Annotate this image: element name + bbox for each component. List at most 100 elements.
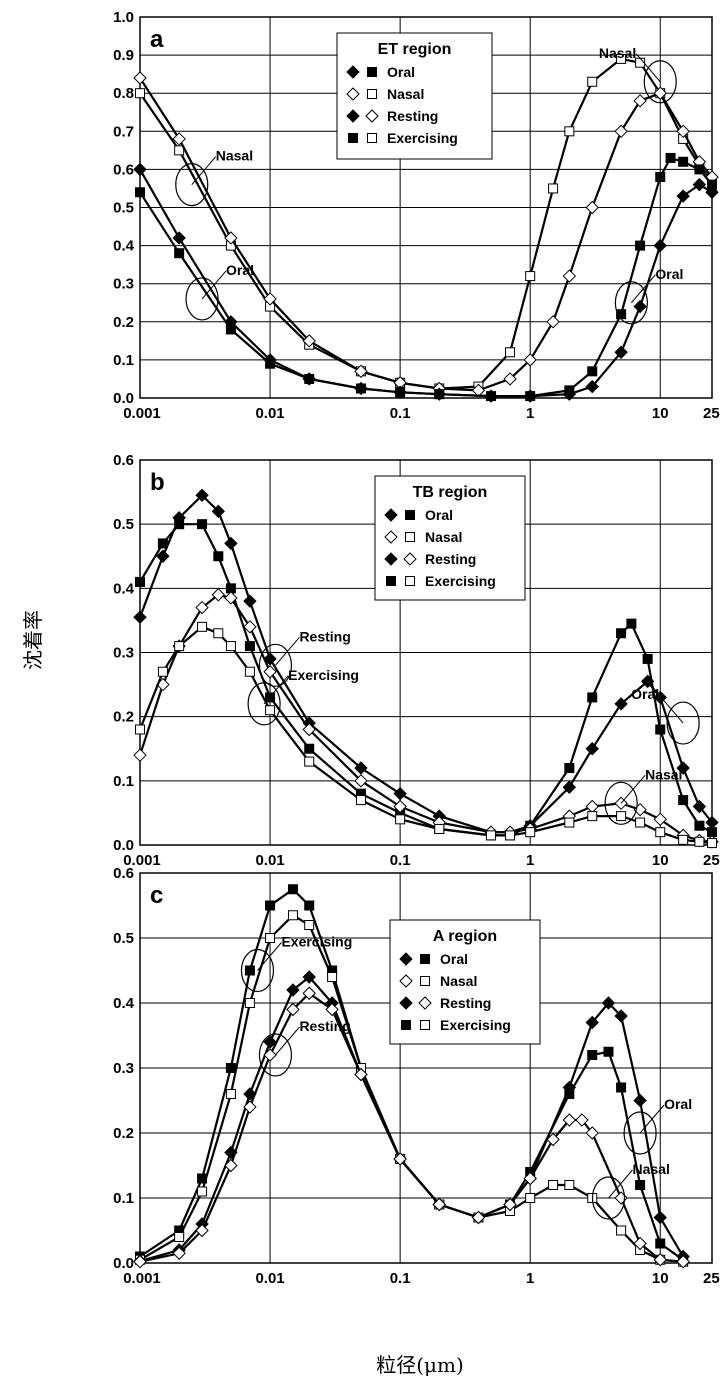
data-point: [225, 1089, 236, 1099]
annotation-leader: [191, 156, 217, 185]
legend-marker: [420, 954, 430, 964]
panel-c: 0.0 0.1 0.2 0.3 0.4 0.5 0.6 0.001 0.01 0.1 1 10 25 c E…: [113, 865, 720, 1287]
data-point: [548, 183, 559, 194]
data-point: [633, 299, 647, 314]
data-point: [287, 884, 298, 895]
data-point: [616, 1225, 627, 1236]
data-point: [195, 600, 209, 615]
data-point: [633, 94, 647, 108]
data-point: [135, 187, 145, 198]
annotation-ellipse: [643, 60, 677, 104]
data-point: [587, 811, 598, 822]
x-tick-label: 0.001: [123, 852, 161, 869]
data-point: [546, 1132, 560, 1147]
annotation-ellipse: [247, 682, 281, 726]
data-point: [224, 536, 238, 551]
data-point: [678, 156, 689, 167]
y-tick-label: 0.5: [113, 200, 134, 217]
x-tick-label: 25: [703, 1270, 720, 1287]
data-point: [304, 743, 315, 754]
data-point: [157, 666, 168, 677]
data-point: [614, 124, 628, 139]
data-point: [503, 1197, 517, 1212]
data-point: [211, 504, 226, 519]
legend-label: Nasal: [387, 86, 424, 102]
annotation-leader: [635, 53, 661, 83]
y-tick-label: 0.8: [113, 85, 134, 102]
y-tick-label: 0.3: [113, 276, 134, 293]
data-point: [633, 1236, 647, 1251]
panel-letter: c: [150, 882, 163, 909]
annotation-label: Exercising: [288, 667, 359, 683]
data-point: [213, 628, 224, 639]
data-point: [635, 57, 646, 68]
data-point: [263, 292, 277, 306]
legend: TB region Oral Nasal Resting Exercising: [374, 475, 526, 601]
data-point: [263, 353, 277, 367]
annotation-label: Nasal: [216, 148, 253, 164]
legend-marker: [386, 576, 396, 586]
data-point: [325, 1002, 339, 1017]
data-point: [546, 315, 560, 329]
data-point: [653, 238, 667, 253]
y-tick-label: 0.0: [113, 1255, 134, 1272]
data-point: [197, 519, 208, 530]
data-point: [564, 763, 575, 773]
legend-marker: [384, 530, 398, 544]
data-point: [197, 621, 208, 632]
data-point: [263, 665, 277, 679]
annotation-leader: [639, 1104, 665, 1134]
data-point: [213, 551, 224, 562]
y-tick-label: 0.4: [113, 995, 135, 1012]
data-point: [564, 1180, 575, 1190]
data-point: [302, 372, 316, 386]
annotation-ellipse: [614, 281, 648, 325]
annotation-label: Nasal: [632, 1161, 669, 1177]
annotation-ellipse: [258, 1033, 293, 1077]
data-point: [676, 124, 690, 139]
x-tick-label: 25: [703, 852, 720, 869]
legend-marker: [399, 952, 413, 966]
legend-marker: [346, 87, 360, 101]
data-point: [354, 761, 368, 775]
data-point: [225, 641, 236, 652]
data-point: [562, 1113, 577, 1127]
y-tick-label: 0.4: [113, 580, 135, 597]
annotation-label: Oral: [664, 1096, 692, 1112]
annotation-leader: [658, 694, 684, 724]
data-point: [224, 1158, 238, 1173]
y-tick-label: 0.1: [113, 773, 134, 790]
data-point: [304, 900, 315, 911]
data-point: [562, 387, 577, 401]
annotation-leader: [257, 942, 282, 971]
data-point: [653, 812, 667, 827]
data-point: [286, 1002, 300, 1017]
series-filled-diamond: [133, 162, 719, 403]
data-point: [174, 641, 185, 652]
data-point: [302, 334, 316, 348]
data-point: [355, 795, 366, 806]
data-point: [562, 1080, 577, 1095]
legend-label: Resting: [425, 551, 476, 567]
data-point: [263, 1035, 277, 1049]
x-tick-label: 0.1: [390, 852, 411, 869]
panel-letter: b: [150, 469, 165, 496]
legend-label: Oral: [425, 507, 453, 523]
data-point: [655, 724, 666, 735]
data-point: [244, 666, 255, 677]
legend-label: Exercising: [425, 573, 496, 589]
data-point: [244, 641, 255, 652]
y-tick-label: 0.6: [113, 865, 134, 882]
series-line: [139, 57, 713, 390]
x-tick-label: 1: [526, 405, 534, 422]
data-point: [694, 164, 705, 175]
annotation-label: Resting: [299, 1018, 350, 1034]
data-point: [354, 1067, 368, 1082]
data-point: [486, 830, 497, 841]
legend-marker: [367, 89, 377, 99]
data-point: [505, 830, 516, 841]
panel-a: 0.0 0.1 0.2 0.3 0.4 0.5 0.6 0.7 0.8 0.9 1.0 0.001 0.…: [113, 9, 720, 422]
data-point: [395, 814, 406, 825]
data-point: [286, 983, 300, 997]
data-point: [601, 996, 616, 1010]
